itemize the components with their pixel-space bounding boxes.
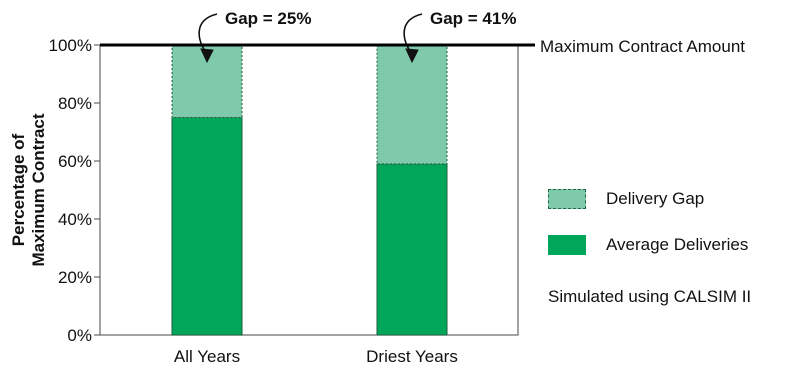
gap-annotation: Gap = 25%	[225, 9, 311, 28]
legend-item-average-deliveries: Average Deliveries	[548, 234, 788, 256]
y-tick-label: 40%	[58, 210, 92, 229]
gap-annotation: Gap = 41%	[430, 9, 516, 28]
legend-item-delivery-gap: Delivery Gap	[548, 188, 788, 210]
y-tick-label: 80%	[58, 94, 92, 113]
y-tick-label: 60%	[58, 152, 92, 171]
legend-label-delivery-gap: Delivery Gap	[606, 189, 705, 208]
reference-line-label: Maximum Contract Amount	[540, 37, 745, 56]
x-tick-label: Driest Years	[366, 347, 458, 366]
x-tick-label: All Years	[174, 347, 240, 366]
y-tick-label: 20%	[58, 268, 92, 287]
y-tick-label: 0%	[67, 326, 92, 345]
gap-arrow-head	[405, 48, 419, 64]
legend-swatch-delivery-gap	[548, 189, 586, 209]
plot-frame	[99, 44, 519, 336]
bar-segment-delivery-gap	[376, 44, 448, 165]
y-tick-label: 100%	[49, 36, 92, 55]
simulation-note: Simulated using CALSIM II	[548, 287, 752, 306]
legend-label-average-deliveries: Average Deliveries	[606, 235, 749, 254]
y-axis-label-line-2: Maximum Contract	[29, 113, 48, 266]
y-axis-label-line-1: Percentage of	[9, 133, 28, 246]
gap-arrow-head	[200, 48, 214, 64]
legend-swatch-average-deliveries	[548, 235, 586, 255]
legend: Delivery Gap Average Deliveries	[548, 188, 788, 280]
bar-segment-average-deliveries	[376, 163, 448, 336]
bar-segment-average-deliveries	[171, 117, 243, 336]
